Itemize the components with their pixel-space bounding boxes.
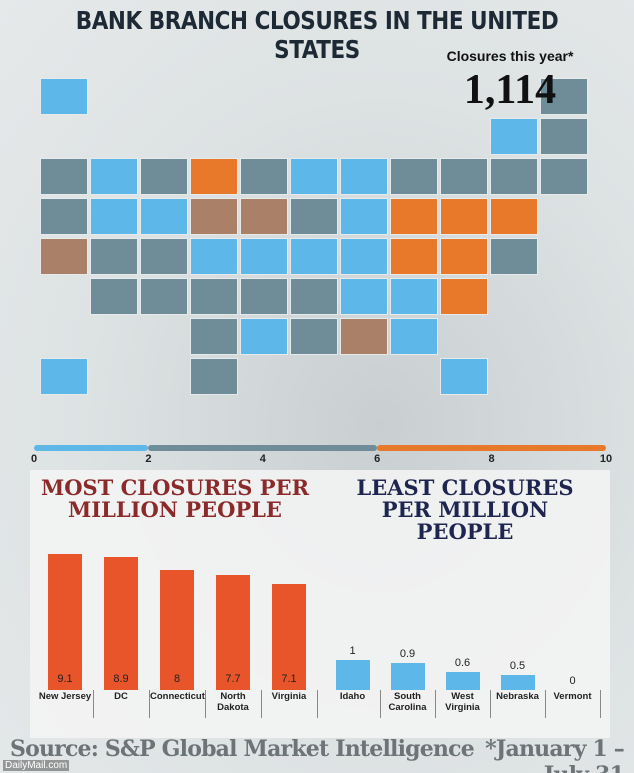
credit: DailyMail.com: [3, 760, 70, 771]
headline-value: 1,114: [463, 67, 557, 113]
colorbar-segment: [377, 445, 606, 451]
footnote: *January 1 – July 31: [485, 736, 625, 773]
category-label: New Jersey: [38, 691, 92, 702]
separator: [261, 690, 262, 718]
value-label: 0.6: [454, 657, 471, 669]
bar: [335, 660, 370, 690]
separator: [490, 690, 491, 718]
bar: [445, 672, 480, 690]
category-label: DC: [114, 691, 128, 702]
separator: [545, 690, 546, 718]
value-label: 0: [569, 675, 576, 687]
value-label: 9.1: [57, 673, 73, 685]
value-label: 0.9: [399, 648, 416, 660]
bar: [104, 556, 138, 690]
separator: [435, 690, 436, 718]
bar: [216, 574, 250, 690]
panel-title: LEAST CLOSURES PER MILLION PEOPLE: [356, 475, 574, 544]
separator: [380, 690, 381, 718]
colorbar-segment: [148, 445, 378, 451]
bar: [500, 675, 535, 690]
value-label: 0.5: [509, 660, 526, 672]
colorbar-tick-label: 6: [374, 453, 381, 465]
value-label: 8: [173, 673, 181, 685]
separator: [600, 690, 601, 718]
value-label: 8.9: [113, 673, 129, 685]
category-label: Connecticut: [150, 691, 205, 702]
category-label: South Carolina: [388, 691, 427, 713]
separator: [317, 690, 318, 718]
value-label: 7.1: [281, 673, 297, 685]
headline-label: Closures this year*: [446, 48, 574, 64]
bar: [48, 553, 82, 690]
colorbar-tick-label: 2: [145, 453, 152, 465]
category-label: West Virginia: [445, 691, 480, 713]
colorbar-segment: [34, 445, 149, 451]
source: Source: S&P Global Market Intelligence: [10, 736, 475, 762]
category-label: North Dakota: [217, 691, 249, 713]
bar: [160, 570, 194, 690]
map: [40, 78, 600, 418]
colorbar-tick-label: 10: [599, 453, 613, 465]
title: BANK BRANCH CLOSURES IN THE UNITED STATE…: [75, 6, 559, 64]
colorbar-tick-label: 4: [259, 453, 266, 465]
value-label: 7.7: [225, 673, 241, 685]
category-label: Nebraska: [496, 691, 539, 702]
separator: [149, 690, 150, 718]
panel-title: MOST CLOSURES PER MILLION PEOPLE: [40, 475, 310, 522]
category-label: Vermont: [553, 691, 592, 702]
value-label: 1: [349, 645, 356, 657]
category-label: Virginia: [271, 691, 307, 702]
bar: [390, 663, 425, 690]
separator: [93, 690, 94, 718]
separator: [205, 690, 206, 718]
colorbar-tick-label: 8: [488, 453, 495, 465]
category-label: Idaho: [339, 691, 366, 702]
bar: [272, 583, 306, 690]
colorbar-tick-label: 0: [30, 453, 38, 465]
